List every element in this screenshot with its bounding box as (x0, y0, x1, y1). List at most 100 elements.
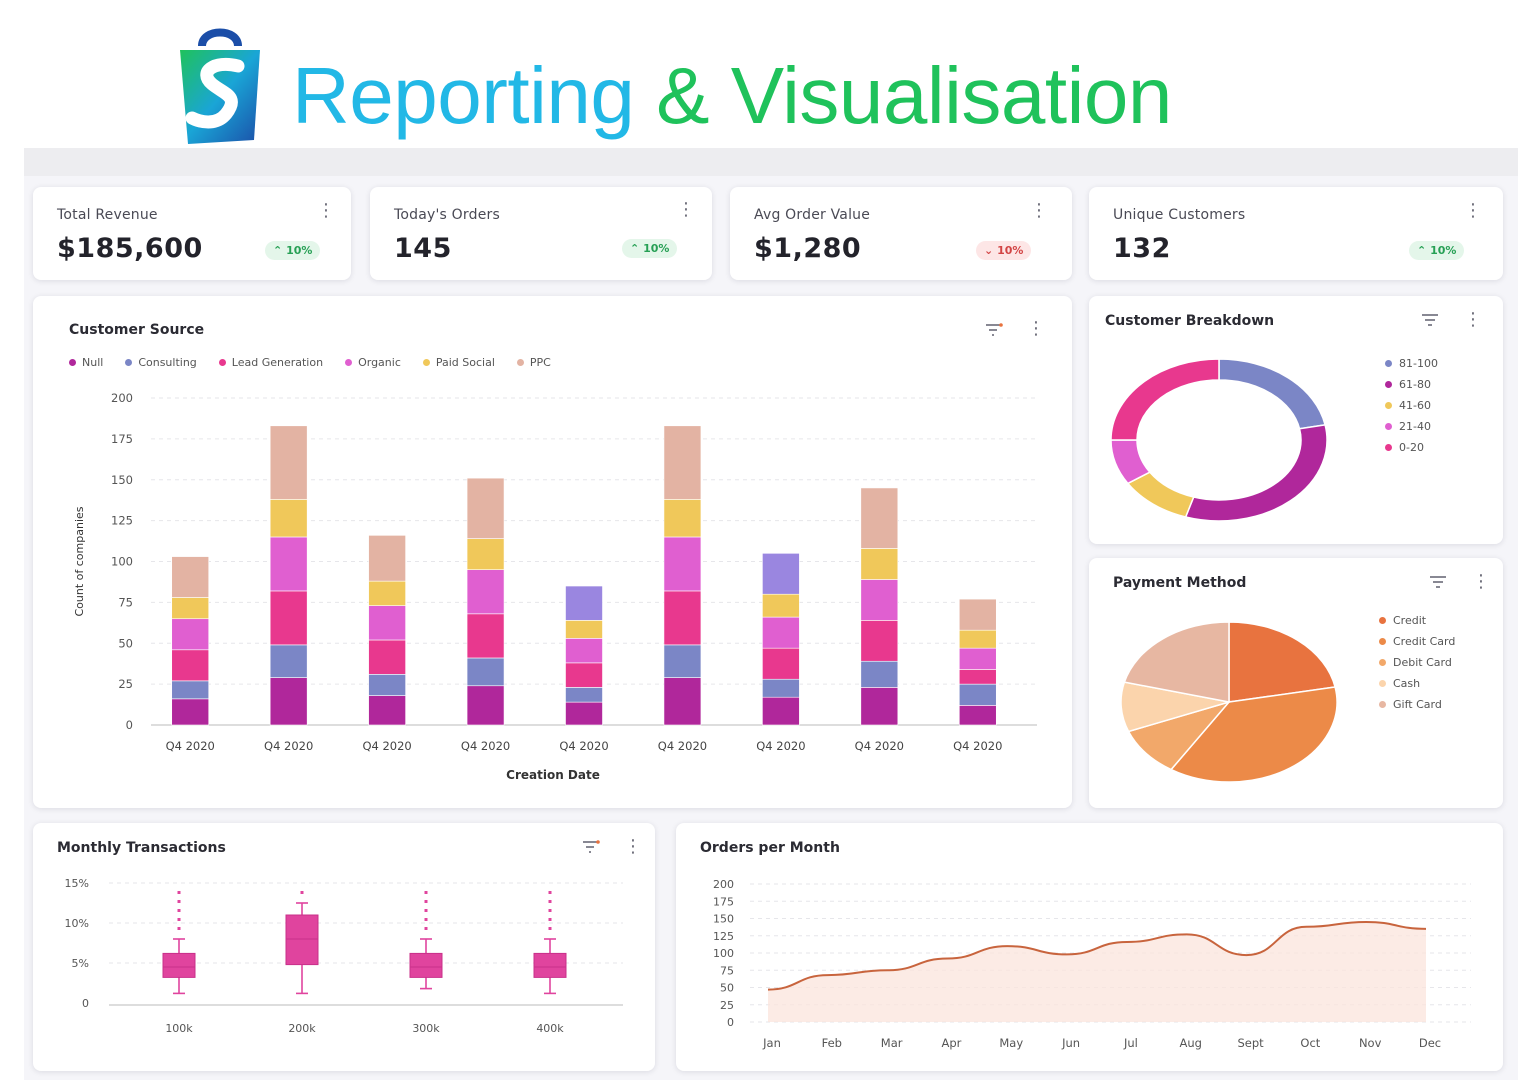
card-title: Orders per Month (700, 840, 840, 856)
filter-icon[interactable] (985, 323, 1003, 337)
y-tick-label: 175 (111, 432, 133, 446)
y-tick-label: 75 (118, 595, 133, 609)
x-tick-label: Oct (1300, 1036, 1320, 1050)
kpi-card-avg-order-value: Avg Order Value $1,280 ⌄ 10% ⋮ (730, 187, 1072, 280)
filter-icon[interactable] (582, 840, 600, 854)
x-axis-label: Creation Date (506, 768, 600, 782)
bar-segment (565, 662, 603, 688)
monthly-transactions-card: Monthly Transactions ⋮ 0 5% 10% 15% 100k 200k… (33, 823, 655, 1071)
bar-segment (466, 569, 505, 615)
y-tick-label: 100 (111, 555, 133, 569)
legend-item[interactable]: Paid Social (422, 356, 495, 369)
legend-item[interactable]: Lead Generation (218, 356, 323, 369)
bar-segment (958, 629, 997, 649)
legend-item[interactable]: Consulting (125, 356, 197, 369)
kebab-icon[interactable]: ⋮ (1030, 200, 1048, 221)
kebab-icon[interactable]: ⋮ (1464, 309, 1482, 330)
bar-segment (860, 548, 899, 580)
y-tick-label: 0 (727, 1016, 734, 1029)
bar-segment (269, 536, 308, 592)
legend-item[interactable]: Credit Card (1379, 631, 1455, 652)
kpi-card-todays-orders: Today's Orders 145 ⌃ 10% ⋮ (370, 187, 712, 280)
x-tick-label: Nov (1359, 1036, 1382, 1050)
title-part-reporting: Reporting (292, 51, 635, 140)
x-tick-label: Q4 2020 (362, 739, 411, 753)
card-title: Monthly Transactions (57, 840, 226, 856)
bar-segment (565, 585, 603, 621)
bar-segment (663, 536, 702, 592)
y-tick-label: 150 (713, 913, 734, 926)
kpi-value: $1,280 (754, 233, 862, 264)
pie-slice (1169, 686, 1338, 783)
legend-item[interactable]: Organic (345, 356, 401, 369)
legend-item[interactable]: Debit Card (1379, 652, 1455, 673)
filter-icon[interactable] (1421, 313, 1439, 327)
kpi-card-total-revenue: Total Revenue $185,600 ⌃ 10% ⋮ (33, 187, 351, 280)
x-tick-label: Q4 2020 (461, 739, 510, 753)
legend-item[interactable]: Null (69, 356, 103, 369)
legend-item[interactable]: 41-60 (1385, 395, 1438, 416)
bar-segment (762, 553, 800, 595)
x-tick-label: Jul (1123, 1036, 1138, 1050)
bar-segment (860, 660, 899, 688)
kebab-icon[interactable]: ⋮ (677, 199, 695, 220)
bar-segment (860, 687, 899, 726)
kebab-icon[interactable]: ⋮ (317, 200, 335, 221)
customer-source-chart: 0 25 50 75 100 125 150 175 200 Q4 2020 Q4 2020 Q4 2… (73, 391, 1037, 782)
box (162, 952, 196, 978)
filter-icon[interactable] (1429, 575, 1447, 589)
bar-segment (269, 590, 308, 646)
legend-item[interactable]: Credit (1379, 610, 1455, 631)
x-tick-label: 100k (165, 1022, 193, 1035)
x-tick-label: Mar (881, 1036, 903, 1050)
card-title: Customer Breakdown (1105, 313, 1275, 329)
y-tick-label: 125 (713, 930, 734, 943)
x-tick-label: 200k (288, 1022, 316, 1035)
bar-segment (663, 590, 702, 646)
area-fill (768, 921, 1426, 1022)
payment-method-pie (1120, 621, 1338, 783)
y-tick-label: 50 (720, 982, 734, 995)
legend-item[interactable]: PPC (516, 356, 551, 369)
bar-segment (565, 638, 603, 664)
arrow-up-icon: ⌃ (630, 242, 640, 255)
x-tick-label: Jun (1061, 1036, 1080, 1050)
y-tick-label: 10% (65, 917, 89, 930)
bar-segment (762, 593, 800, 618)
bar-segment (466, 538, 505, 570)
y-tick-label: 200 (111, 391, 133, 405)
legend-item[interactable]: 0-20 (1385, 437, 1438, 458)
y-tick-label: 5% (72, 957, 89, 970)
legend-item[interactable]: Gift Card (1379, 694, 1455, 715)
y-tick-label: 200 (713, 878, 734, 891)
legend-item[interactable]: 81-100 (1385, 353, 1438, 374)
kpi-value: 132 (1113, 233, 1171, 264)
chart-legend: Credit Credit Card Debit Card Cash Gift … (1379, 610, 1455, 715)
bar-segment (663, 677, 702, 726)
legend-item[interactable]: Cash (1379, 673, 1455, 694)
bar-segment (466, 685, 505, 726)
bar-segment (860, 487, 899, 549)
legend-item[interactable]: 21-40 (1385, 416, 1438, 437)
bar-segment (860, 620, 899, 662)
y-tick-label: 25 (118, 677, 133, 691)
bar-segment (466, 477, 505, 539)
bar-segment (368, 695, 406, 726)
y-tick-label: 125 (111, 514, 133, 528)
bar-segment (269, 499, 308, 538)
bar-segment (171, 680, 210, 700)
kebab-icon[interactable]: ⋮ (1464, 200, 1482, 221)
bar-segment (663, 499, 702, 538)
bar-segment (368, 639, 406, 675)
x-tick-label: Q4 2020 (166, 739, 215, 753)
kebab-icon[interactable]: ⋮ (1472, 571, 1490, 592)
kpi-change-badge: ⌃ 10% (1409, 241, 1465, 260)
bar-segment (171, 618, 210, 651)
orders-per-month-card: Orders per Month 0 25 50 75 100 125 150 175 200 J… (676, 823, 1503, 1071)
bar-segment (762, 678, 800, 698)
card-title: Customer Source (69, 322, 205, 338)
x-tick-label: Q4 2020 (953, 739, 1002, 753)
kpi-value: 145 (394, 233, 452, 264)
bar-segment (269, 677, 308, 726)
legend-item[interactable]: 61-80 (1385, 374, 1438, 395)
